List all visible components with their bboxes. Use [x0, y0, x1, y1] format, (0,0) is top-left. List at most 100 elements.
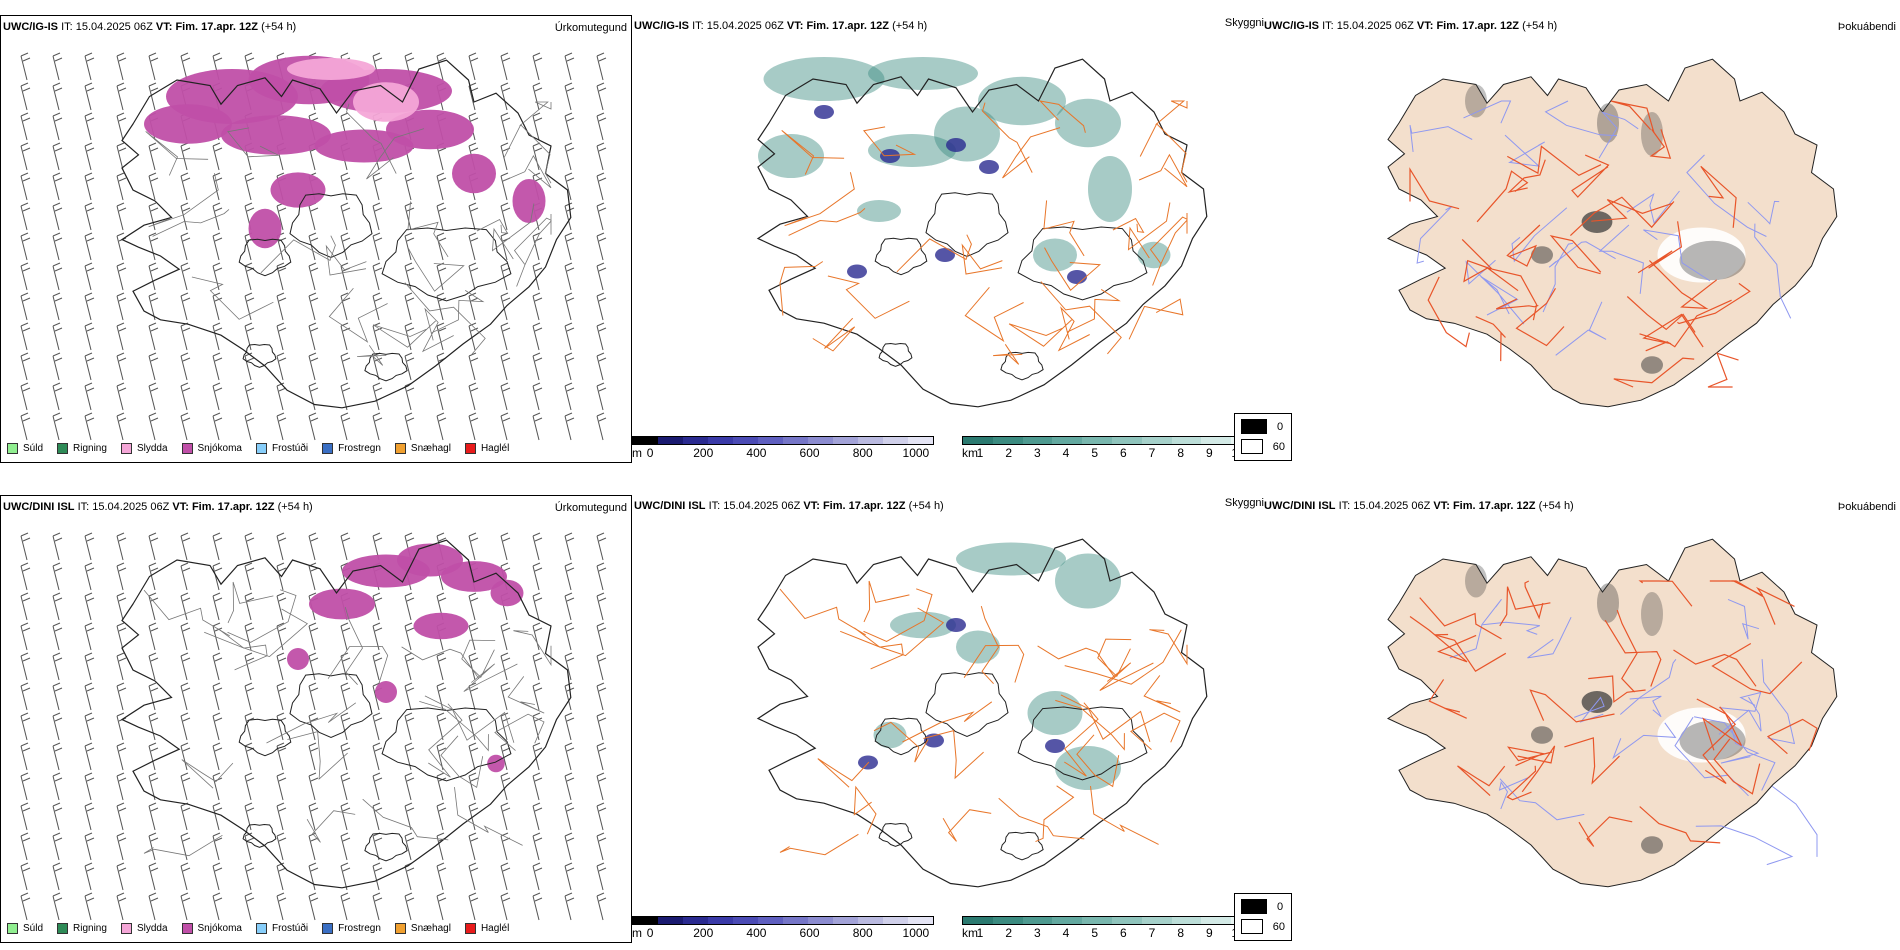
- low-cloud-base-blob: [979, 160, 999, 174]
- wind-barb: [180, 622, 191, 651]
- wind-barb: [244, 382, 255, 411]
- wind-barb: [500, 682, 511, 711]
- wind-barb: [564, 52, 575, 81]
- legend-item: Slydda: [120, 442, 168, 454]
- wind-barb: [180, 262, 191, 291]
- wind-barb: [404, 652, 415, 681]
- scale-cell: [992, 437, 1023, 444]
- wind-barb: [340, 832, 351, 861]
- wind-barb: [20, 592, 31, 621]
- wind-barb: [212, 682, 223, 711]
- road: [1507, 145, 1602, 177]
- wind-barb: [564, 322, 575, 351]
- scale-cell: [633, 437, 658, 444]
- wind-barb: [436, 712, 447, 741]
- road: [873, 721, 929, 763]
- visibility-panel-row2: UWC/DINI ISL IT: 15.04.2025 06Z VT: Fim.…: [632, 495, 1264, 943]
- legend-swatch: [394, 922, 406, 934]
- scale-unit: m: [632, 446, 642, 460]
- wind-barb: [276, 562, 287, 591]
- scale-cell: [733, 917, 758, 924]
- road: [454, 787, 523, 846]
- wind-barb: [20, 802, 31, 831]
- wind-barb: [564, 742, 575, 771]
- fog-legend-row: 0: [1241, 899, 1285, 914]
- road: [942, 809, 992, 842]
- low-visibility-blob: [763, 57, 885, 101]
- road: [1409, 167, 1460, 210]
- fog-legend-swatch: [1241, 899, 1267, 914]
- wind-barb: [404, 892, 415, 921]
- wind-barb: [20, 352, 31, 381]
- wind-barb: [500, 622, 511, 651]
- scale-cell: [1082, 437, 1112, 444]
- scale-cell: [783, 437, 808, 444]
- wind-barb: [180, 742, 191, 771]
- panel-header: UWC/DINI ISL IT: 15.04.2025 06Z VT: Fim.…: [1264, 500, 1574, 512]
- scale-cell: [963, 437, 993, 444]
- wind-barb: [500, 652, 511, 681]
- road: [1504, 134, 1545, 167]
- scale-tick-label: 800: [852, 446, 873, 460]
- wind-barb: [212, 712, 223, 741]
- glacier: [289, 673, 373, 739]
- wind-barb: [468, 652, 479, 681]
- scale-cell: [1171, 917, 1202, 924]
- road: [1649, 129, 1672, 159]
- wind-barb: [148, 742, 159, 771]
- wind-barb: [52, 622, 63, 651]
- wind-barb: [180, 532, 191, 561]
- wind-barb: [532, 352, 543, 381]
- legend-swatch: [181, 922, 193, 934]
- wind-barb: [308, 892, 319, 921]
- road: [1495, 298, 1539, 310]
- wind-barb: [532, 592, 543, 621]
- wind-barb: [308, 832, 319, 861]
- wind-barb: [20, 682, 31, 711]
- wind-barb: [20, 412, 31, 441]
- road: [1694, 716, 1776, 791]
- wind-barb: [116, 232, 127, 261]
- wind-barb: [340, 292, 351, 321]
- road: [1060, 694, 1151, 742]
- wind-barb: [52, 82, 63, 111]
- wind-barb: [372, 202, 383, 231]
- glacier: [364, 352, 408, 382]
- road: [507, 676, 545, 714]
- wind-barb: [596, 352, 607, 381]
- road: [1038, 100, 1086, 133]
- legend-swatch: [7, 922, 18, 934]
- panel-header: UWC/DINI ISL IT: 15.04.2025 06Z VT: Fim.…: [634, 500, 944, 512]
- wind-barb: [436, 892, 447, 921]
- scale-tick-label: 5: [1091, 446, 1098, 460]
- road: [1506, 765, 1537, 801]
- road: [817, 758, 870, 788]
- wind-barb: [276, 262, 287, 291]
- scale-cell: [708, 917, 733, 924]
- road: [1506, 746, 1553, 767]
- wind-barb: [116, 802, 127, 831]
- wind-barb: [468, 892, 479, 921]
- wind-barb: [276, 772, 287, 801]
- road: [812, 317, 856, 352]
- fog-spot: [1597, 103, 1619, 143]
- wind-barb: [212, 412, 223, 441]
- wind-barb: [468, 412, 479, 441]
- road: [1564, 737, 1620, 785]
- wind-barb: [84, 682, 95, 711]
- wind-barb: [340, 532, 351, 561]
- road: [1613, 357, 1695, 388]
- fog-index-legend: 0 60: [1234, 413, 1292, 461]
- wind-barb: [372, 832, 383, 861]
- wind-barb: [84, 352, 95, 381]
- wind-barb: [212, 262, 223, 291]
- glacier: [874, 717, 928, 756]
- wind-barb: [148, 862, 159, 891]
- wind-barb: [308, 262, 319, 291]
- low-visibility-areas: [758, 57, 1171, 284]
- road: [981, 102, 1033, 173]
- road: [1766, 718, 1818, 755]
- glacier: [381, 707, 512, 782]
- glacier: [1017, 706, 1148, 781]
- scale-cell: [1141, 917, 1172, 924]
